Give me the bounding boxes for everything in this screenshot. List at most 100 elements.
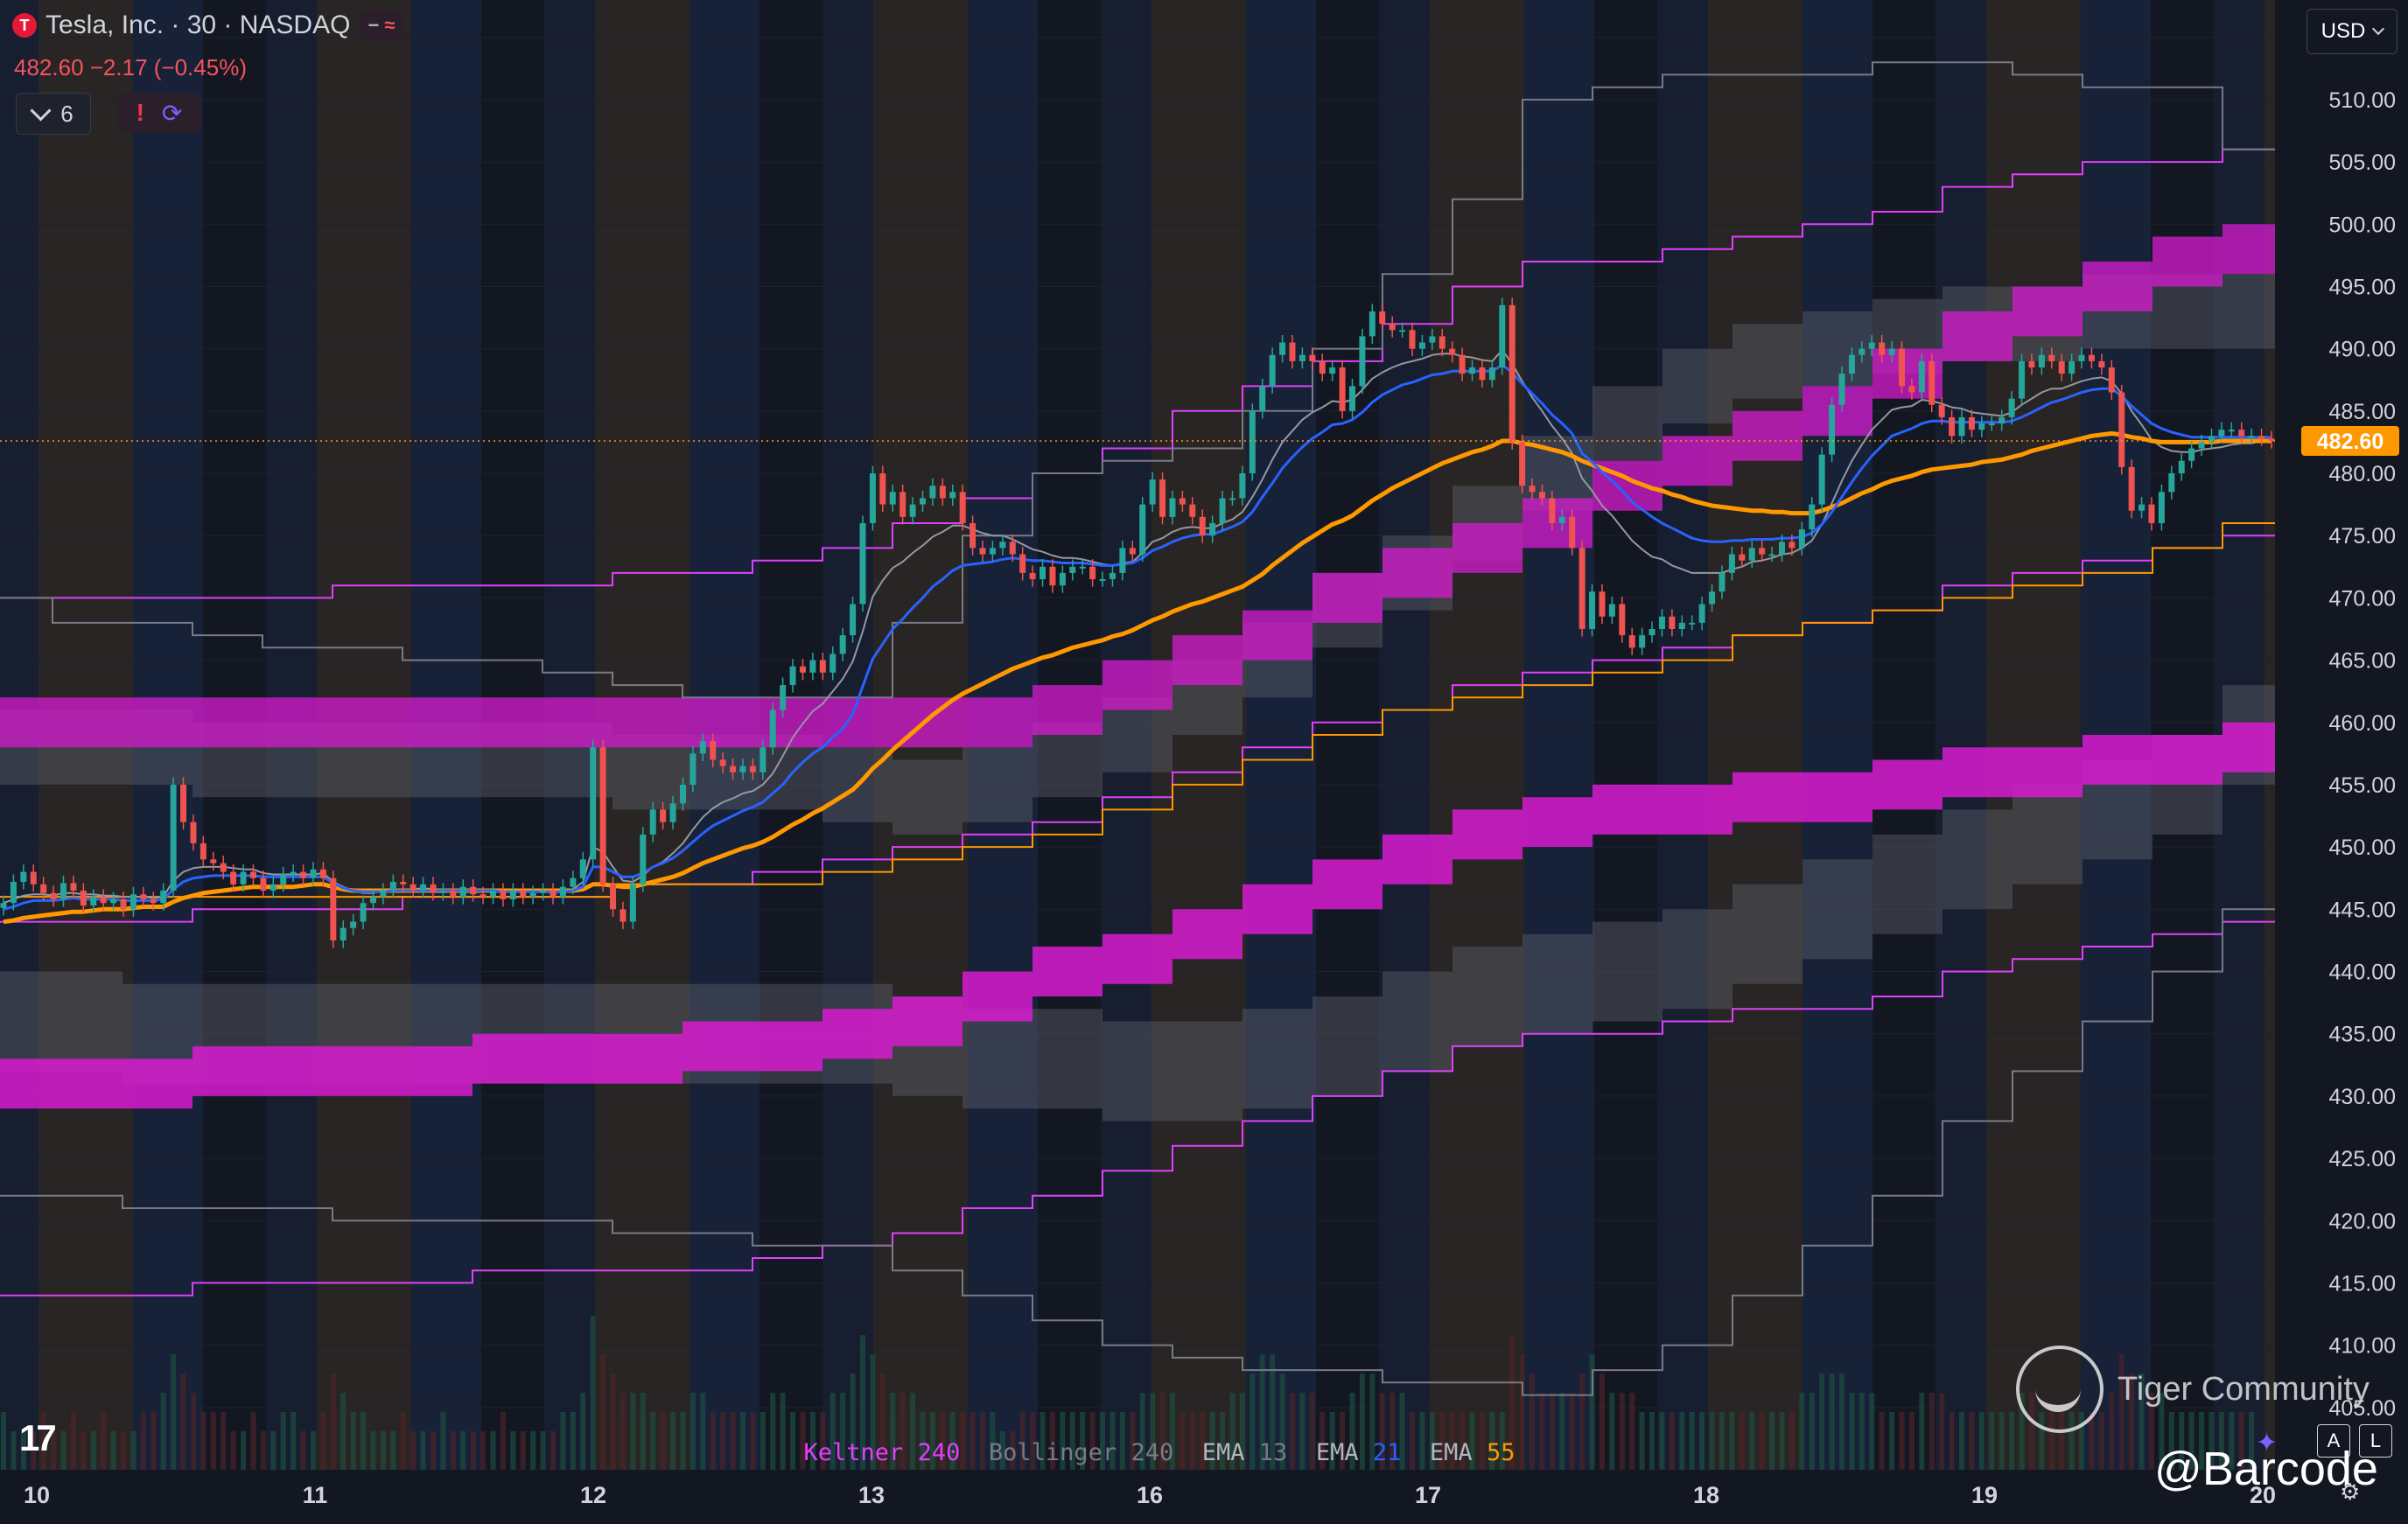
candle <box>1139 497 1146 563</box>
candle-body <box>629 884 636 922</box>
currency-select[interactable]: USD <box>2306 9 2398 54</box>
candle <box>1189 497 1196 525</box>
candle-body <box>2218 430 2225 437</box>
volume-bar <box>1819 1374 1825 1470</box>
candle-body <box>1379 311 1386 325</box>
candle <box>1788 534 1796 556</box>
auto-scale-button[interactable]: A <box>2317 1424 2350 1458</box>
volume-bar <box>570 1412 576 1470</box>
legend-bollinger[interactable]: Bollinger 240 <box>989 1439 1173 1466</box>
volume-bar <box>2179 1412 2185 1470</box>
legend-keltner[interactable]: Keltner 240 <box>804 1439 961 1466</box>
candle <box>70 875 77 898</box>
alert-icon[interactable]: ! <box>136 99 144 126</box>
candle-body <box>1918 360 1925 393</box>
volume-bar <box>1220 1412 1226 1470</box>
volume-bar <box>450 1431 456 1470</box>
candle <box>490 883 497 905</box>
symbol-header[interactable]: T Tesla, Inc. · 30 · NASDAQ − ≈ <box>12 10 404 40</box>
candle <box>780 677 787 718</box>
candle <box>1778 534 1785 563</box>
candle <box>1658 609 1665 637</box>
candle <box>30 864 37 892</box>
candle <box>900 484 906 525</box>
log-scale-button[interactable]: L <box>2359 1424 2392 1458</box>
volume-bar <box>1919 1393 1925 1470</box>
time-tick-label: 12 <box>580 1482 606 1508</box>
last-price-badge <box>2301 426 2399 456</box>
status-pills[interactable]: ! ⟳ <box>117 93 201 133</box>
volume-bar <box>1699 1412 1705 1470</box>
legend-ema13[interactable]: EMA 13 <box>1202 1439 1288 1466</box>
legend-name: Bollinger <box>988 1439 1117 1466</box>
candle-body <box>190 821 197 843</box>
time-tick-label: 11 <box>303 1482 328 1508</box>
candle-body <box>1040 566 1046 580</box>
candle-body <box>2118 392 2125 467</box>
volume-bar <box>1969 1412 1975 1470</box>
price-axis[interactable]: 405.00 410.00 415.00 420.00 425.00 430.00 435.… <box>2275 0 2408 1524</box>
candle-body <box>789 666 796 686</box>
volume-bar <box>1839 1374 1845 1470</box>
volume-bar <box>2238 1412 2244 1470</box>
legend-ema55[interactable]: EMA 55 <box>1430 1439 1516 1466</box>
candle-body <box>140 894 147 899</box>
candle-body <box>210 859 217 863</box>
candle-body <box>1129 548 1136 555</box>
candle-body <box>540 890 547 893</box>
header-actions[interactable]: − ≈ <box>359 10 404 40</box>
candle <box>2008 391 2015 425</box>
candle-body <box>809 660 816 673</box>
candle-body <box>690 753 696 785</box>
sparkle-icon[interactable]: ✦ <box>2256 1429 2278 1458</box>
time-axis[interactable]: 10 11 12 13 16 17 18 19 20 <box>24 1482 2276 1508</box>
candle-body <box>1709 591 1716 605</box>
volume-bar <box>190 1393 196 1470</box>
candle <box>1259 378 1266 419</box>
volume-bar <box>1030 1412 1036 1470</box>
candle-body <box>1279 342 1286 355</box>
candle <box>2178 453 2185 481</box>
candle <box>2088 347 2095 369</box>
candle <box>1279 334 1286 363</box>
candle <box>1718 565 1726 599</box>
candle-body <box>170 784 177 891</box>
volume-bar <box>200 1412 206 1470</box>
gear-icon[interactable]: ⚙ <box>2340 1479 2361 1505</box>
candle <box>809 653 816 681</box>
candle <box>290 864 297 882</box>
candle <box>1319 353 1326 381</box>
sync-icon[interactable]: ⟳ <box>161 99 183 127</box>
candle <box>240 864 247 892</box>
candle-body <box>1079 566 1086 569</box>
candle-body <box>0 903 7 908</box>
candle <box>629 877 636 930</box>
volume-bar <box>60 1431 66 1470</box>
minus-icon[interactable]: − <box>368 14 380 36</box>
symbol-title[interactable]: Tesla, Inc. · 30 · NASDAQ <box>46 10 351 39</box>
volume-bar <box>2159 1393 2165 1470</box>
tradingview-logo-icon[interactable]: 17 <box>19 1417 57 1458</box>
candle-body <box>830 654 836 673</box>
legend-ema21[interactable]: EMA 21 <box>1316 1439 1402 1466</box>
volume-bar <box>830 1393 836 1470</box>
price-tick-label: 405.00 <box>2329 1396 2396 1421</box>
candle-body <box>2058 360 2065 374</box>
wave-icon[interactable]: ≈ <box>384 14 396 36</box>
candle-body <box>1459 354 1466 374</box>
volume-bar <box>690 1393 696 1470</box>
volume-bar <box>1649 1412 1656 1470</box>
candle-body <box>70 883 77 891</box>
candle-body <box>1888 348 1895 355</box>
candle-body <box>610 884 617 910</box>
candle-body <box>739 765 746 772</box>
candle-body <box>1368 311 1376 337</box>
volume-bar <box>910 1393 916 1470</box>
candle-body <box>270 884 276 891</box>
candle <box>380 883 387 905</box>
candle <box>280 866 287 892</box>
candle-body <box>350 921 357 928</box>
indicators-toggle[interactable]: 6 <box>16 93 91 135</box>
candle <box>710 733 717 768</box>
